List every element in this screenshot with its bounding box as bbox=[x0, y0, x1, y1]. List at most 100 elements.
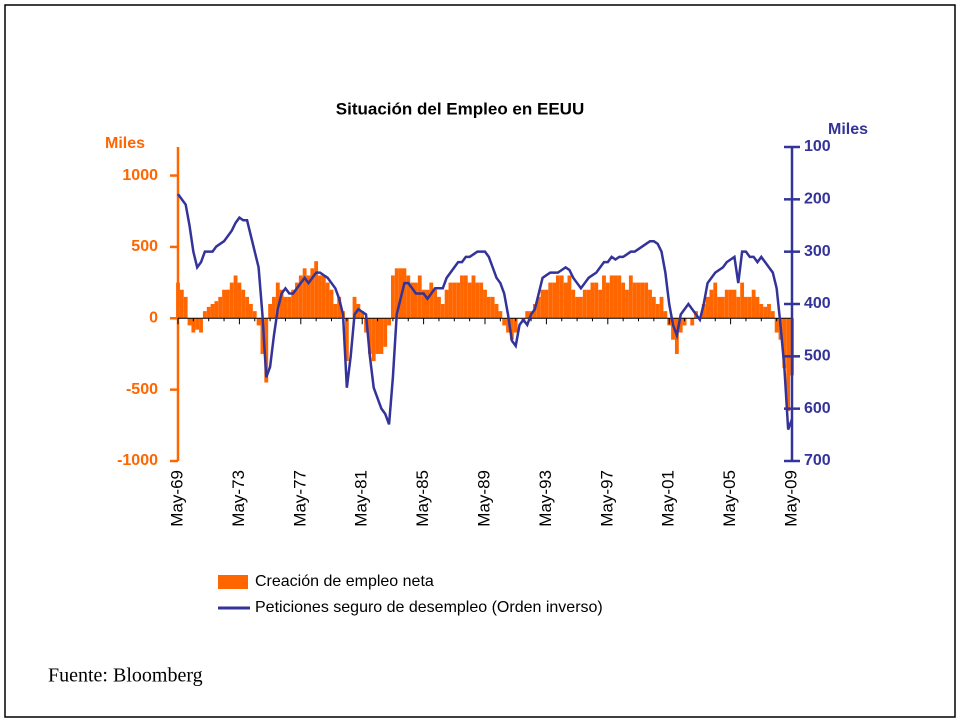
bar bbox=[498, 311, 503, 319]
bar bbox=[594, 282, 599, 319]
bar bbox=[390, 275, 395, 319]
x-tick-label: May-77 bbox=[290, 470, 309, 527]
legend-label: Creación de empleo neta bbox=[255, 573, 434, 590]
bar bbox=[536, 296, 541, 319]
x-tick-label: May-09 bbox=[781, 470, 800, 527]
frame bbox=[4, 4, 956, 718]
bar bbox=[636, 282, 641, 319]
bar bbox=[268, 304, 273, 319]
bar bbox=[755, 296, 760, 319]
bar bbox=[513, 318, 518, 333]
x-tick-label: May-01 bbox=[659, 470, 678, 527]
bar bbox=[559, 275, 564, 319]
y-tick-label: -500 bbox=[126, 381, 158, 398]
bar bbox=[272, 296, 276, 319]
y2-tick-label: 700 bbox=[804, 452, 831, 469]
bar bbox=[202, 311, 207, 319]
bar bbox=[310, 268, 315, 319]
bar bbox=[598, 289, 603, 319]
x-tick-label: May-93 bbox=[536, 470, 555, 527]
bar bbox=[283, 296, 288, 319]
bar bbox=[371, 318, 376, 362]
bar bbox=[483, 289, 487, 319]
bar bbox=[237, 282, 242, 319]
bar bbox=[199, 318, 203, 333]
bar bbox=[287, 296, 292, 319]
bar bbox=[682, 318, 687, 326]
bar bbox=[456, 282, 461, 319]
bar bbox=[379, 318, 384, 354]
bar bbox=[548, 282, 553, 319]
bar bbox=[264, 318, 269, 383]
source: Fuente: Bloomberg bbox=[48, 665, 203, 687]
bar bbox=[191, 318, 196, 333]
bar bbox=[375, 318, 380, 354]
bar bbox=[295, 282, 299, 319]
bar bbox=[575, 296, 580, 319]
bar bbox=[337, 296, 342, 319]
bar bbox=[632, 282, 637, 319]
bar bbox=[701, 304, 706, 319]
bar bbox=[452, 282, 457, 319]
bar bbox=[502, 318, 507, 326]
bar bbox=[306, 275, 311, 319]
bar bbox=[210, 304, 215, 319]
y2-tick-label: 100 bbox=[804, 138, 831, 155]
bar bbox=[352, 296, 357, 319]
bar bbox=[291, 289, 296, 319]
bar bbox=[494, 304, 499, 319]
bar bbox=[690, 318, 695, 326]
bar bbox=[398, 268, 403, 319]
bar bbox=[318, 275, 322, 319]
legend-swatch bbox=[218, 575, 248, 589]
bar bbox=[544, 289, 549, 319]
y2-tick-label: 400 bbox=[804, 295, 831, 312]
bar bbox=[525, 311, 530, 319]
bar bbox=[314, 261, 319, 319]
bar bbox=[509, 318, 514, 340]
line-series bbox=[176, 193, 794, 431]
bar bbox=[613, 275, 618, 319]
bar bbox=[563, 282, 568, 319]
bar bbox=[260, 318, 265, 354]
bar bbox=[425, 289, 430, 319]
bar bbox=[321, 275, 326, 319]
bar bbox=[467, 282, 472, 319]
y2-tick-label: 300 bbox=[804, 243, 831, 260]
bar bbox=[444, 289, 449, 319]
bar bbox=[713, 282, 718, 319]
bar bbox=[252, 311, 257, 319]
bar bbox=[709, 289, 714, 319]
bar bbox=[628, 275, 633, 319]
y2-tick-label: 600 bbox=[804, 400, 831, 417]
bar bbox=[659, 296, 664, 319]
bar bbox=[229, 282, 234, 319]
bar bbox=[605, 282, 610, 319]
bar bbox=[763, 306, 768, 319]
bar bbox=[590, 282, 595, 319]
bar bbox=[479, 282, 484, 319]
bar bbox=[767, 304, 771, 319]
bar bbox=[333, 304, 338, 319]
bar bbox=[241, 289, 246, 319]
bar bbox=[751, 289, 756, 319]
bar bbox=[736, 296, 741, 319]
bar bbox=[222, 289, 226, 319]
bar bbox=[256, 318, 261, 326]
bar bbox=[414, 282, 418, 319]
bar bbox=[770, 311, 775, 319]
bar bbox=[225, 289, 230, 319]
bar bbox=[417, 275, 422, 319]
y-axis-label: Miles bbox=[105, 135, 145, 152]
bar bbox=[705, 296, 710, 319]
bar bbox=[717, 296, 722, 319]
bar bbox=[621, 282, 626, 319]
bar bbox=[475, 282, 480, 319]
bar bbox=[640, 282, 645, 319]
bar bbox=[344, 318, 349, 362]
bar bbox=[421, 289, 426, 319]
x-tick-label: May-81 bbox=[352, 470, 371, 527]
bar bbox=[571, 289, 576, 319]
bar bbox=[383, 318, 388, 347]
